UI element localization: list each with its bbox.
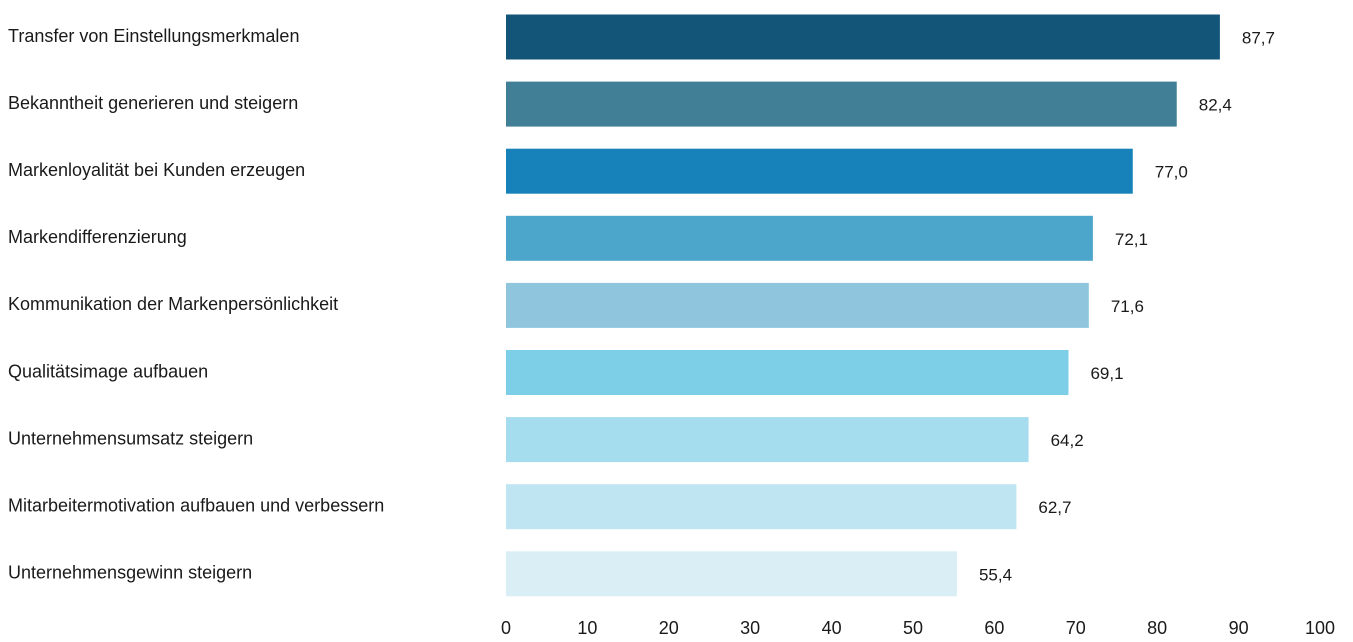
x-tick-label: 50 — [903, 618, 923, 638]
category-label: Unternehmensumsatz steigern — [8, 428, 253, 448]
category-label: Bekanntheit generieren und steigern — [8, 93, 298, 113]
data-label: 82,4 — [1199, 96, 1232, 115]
x-tick-label: 80 — [1147, 618, 1167, 638]
x-tick-label: 40 — [822, 618, 842, 638]
bar — [506, 417, 1029, 463]
data-label: 62,7 — [1038, 498, 1071, 517]
category-label: Kommunikation der Markenpersönlichkeit — [8, 294, 338, 314]
x-tick-label: 10 — [577, 618, 597, 638]
bar — [506, 350, 1069, 395]
bar — [506, 148, 1133, 194]
bar — [506, 282, 1089, 328]
category-label: Markenloyalität bei Kunden erzeugen — [8, 160, 305, 180]
bar — [506, 81, 1177, 127]
category-label: Unternehmensgewinn steigern — [8, 563, 252, 583]
bar — [506, 215, 1093, 261]
bar — [506, 484, 1017, 530]
bar — [506, 14, 1220, 60]
x-tick-label: 20 — [659, 618, 679, 638]
data-label: 77,0 — [1155, 163, 1188, 182]
x-tick-label: 30 — [740, 618, 760, 638]
x-tick-label: 0 — [501, 618, 511, 638]
category-label: Transfer von Einstellungsmerkmalen — [8, 26, 299, 46]
data-label: 69,1 — [1090, 364, 1123, 383]
category-label: Mitarbeitermotivation aufbauen und verbe… — [8, 495, 384, 515]
x-axis: 0 10 20 30 40 50 60 70 80 90 100 — [501, 618, 1335, 638]
data-label: 72,1 — [1115, 230, 1148, 249]
data-label: 87,7 — [1242, 28, 1275, 47]
category-label: Markendifferenzierung — [8, 227, 187, 247]
x-tick-label: 100 — [1305, 618, 1335, 638]
x-tick-label: 60 — [984, 618, 1004, 638]
bar — [506, 551, 957, 597]
data-label: 55,4 — [979, 565, 1012, 584]
bars — [506, 14, 1220, 597]
data-label: 64,2 — [1051, 431, 1084, 450]
category-label: Qualitätsimage aufbauen — [8, 361, 208, 381]
x-tick-label: 70 — [1066, 618, 1086, 638]
data-label: 71,6 — [1111, 297, 1144, 316]
category-labels: Transfer von Einstellungsmerkmalen Bekann… — [8, 26, 384, 583]
x-tick-label: 90 — [1229, 618, 1249, 638]
value-labels: 87,7 82,4 77,0 72,1 71,6 69,1 64,2 62,7 55,4 — [979, 28, 1275, 584]
